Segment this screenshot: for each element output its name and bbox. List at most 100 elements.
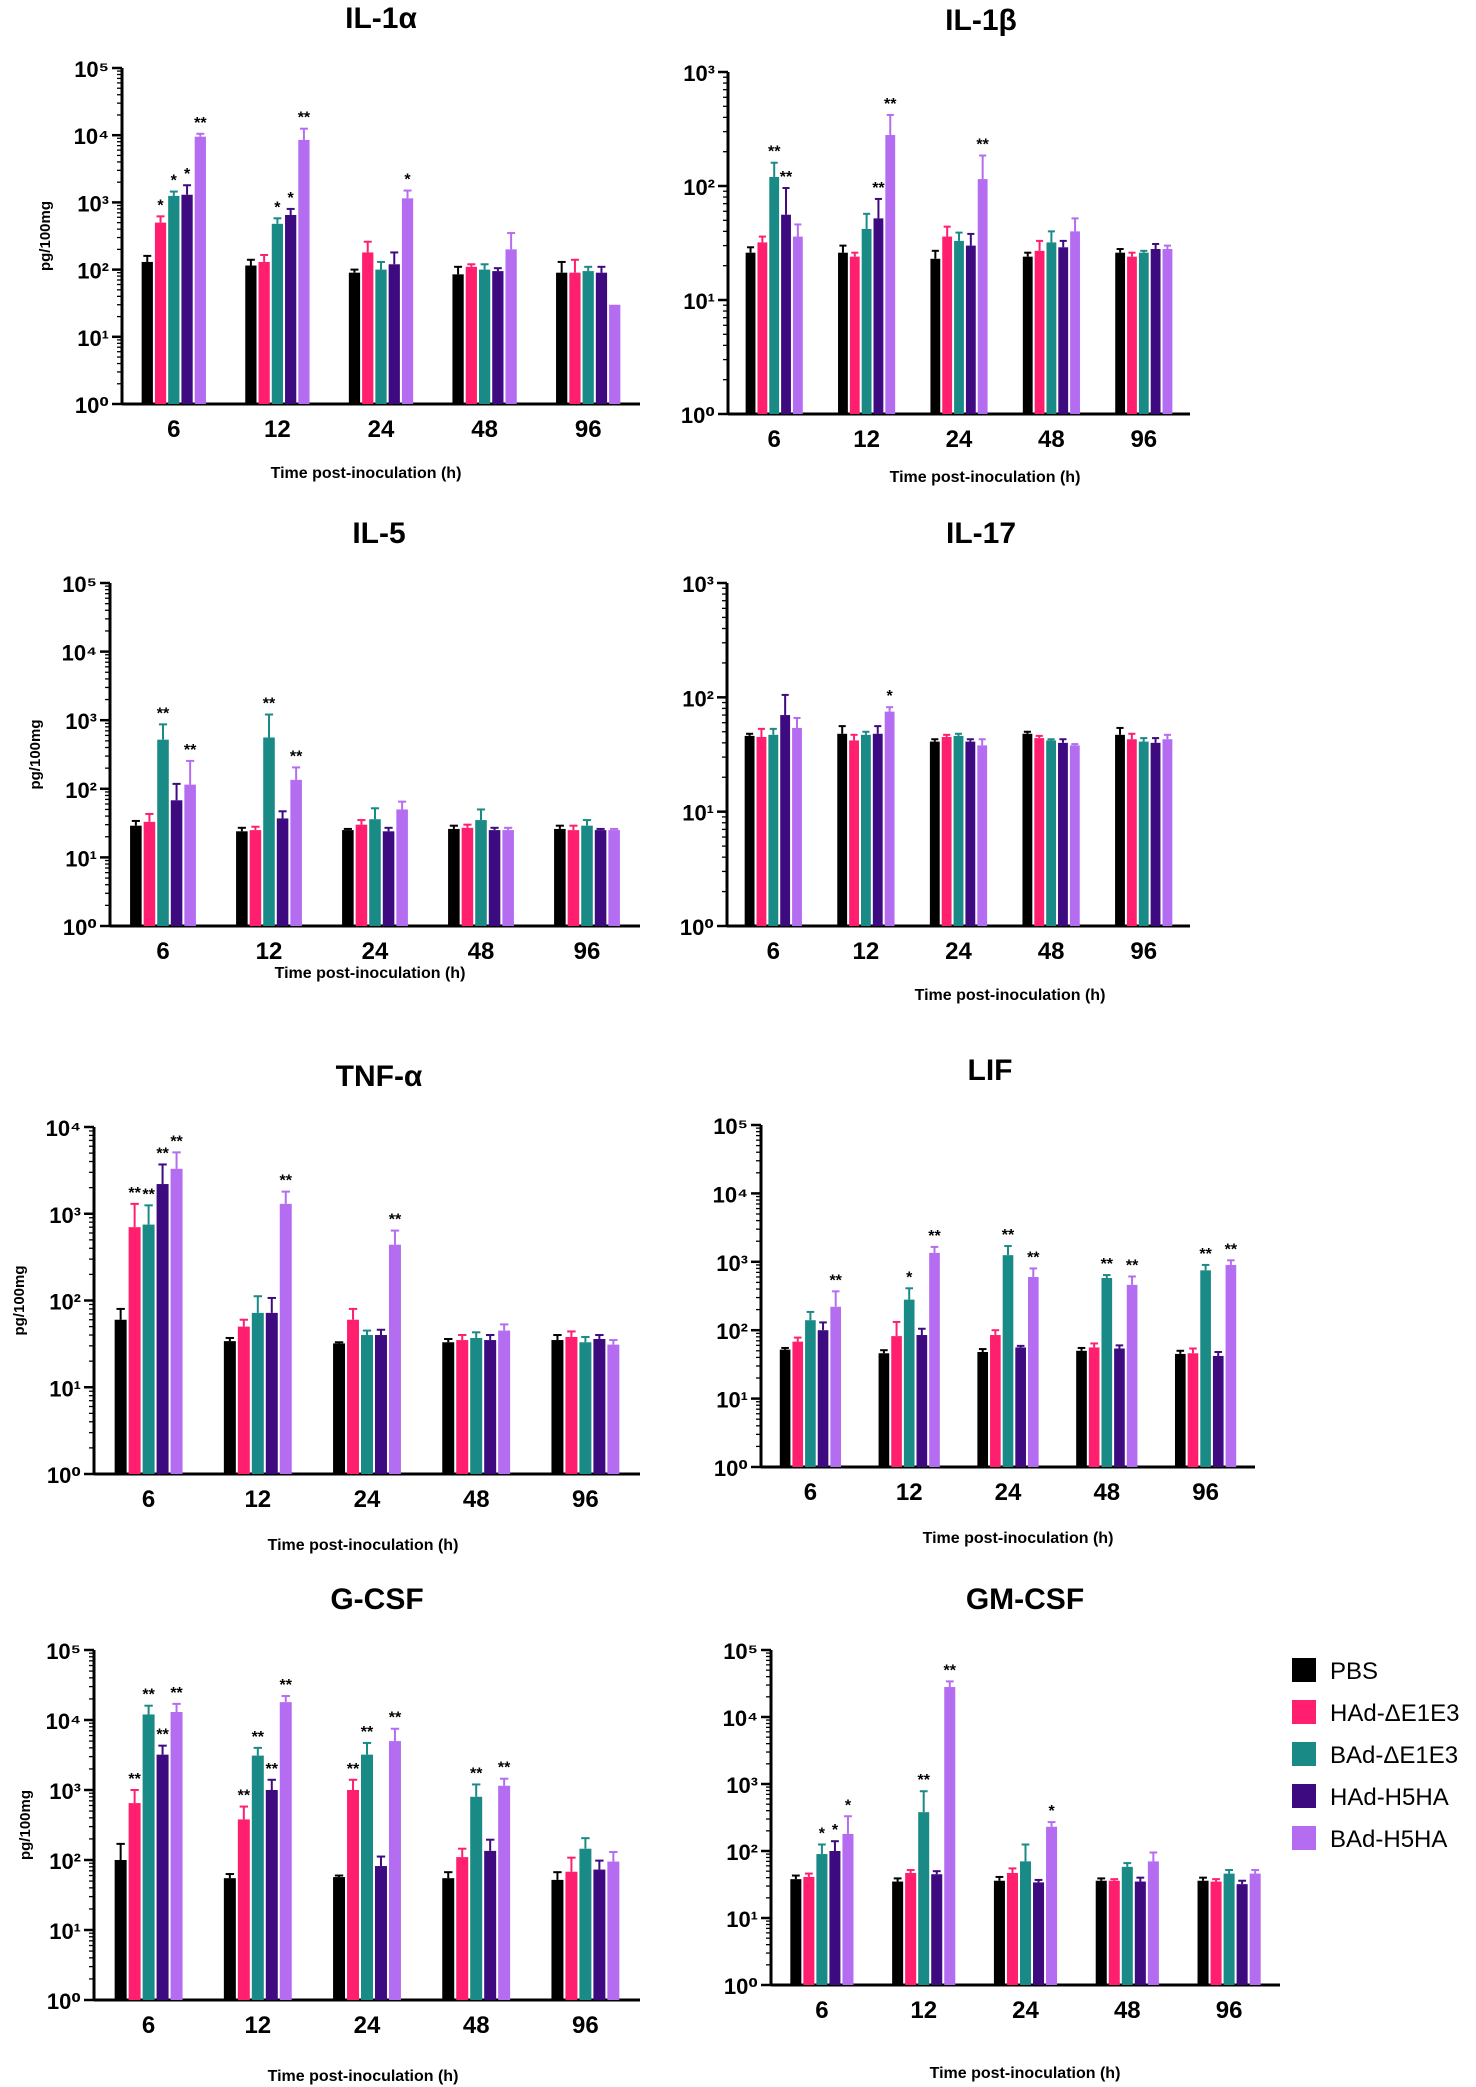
significance-label: **	[498, 1760, 511, 1777]
bar-HAd-H5HA-6	[781, 214, 791, 414]
bar-HAd-ΔE1E3-12	[237, 1326, 250, 1474]
bar-HAd-H5HA-6	[780, 715, 791, 926]
bar-BAd-H5HA-24	[1046, 1826, 1058, 1985]
significance-label: *	[404, 172, 411, 189]
bar-BAd-H5HA-96	[609, 304, 621, 404]
bar-BAd-ΔE1E3-6	[168, 195, 180, 404]
y-axis-label: pg/100mg	[27, 719, 44, 789]
panel-IL-1β: IL-1β 10⁰ 10¹ 10² 10³ 6 12 24 48 96 ** ** ** ** ** Time…	[681, 4, 1190, 486]
bar-BAd-ΔE1E3-24	[361, 1335, 373, 1474]
bar-BAd-ΔE1E3-12	[251, 1312, 264, 1474]
bar-PBS-96	[1197, 1880, 1209, 1985]
bar-HAd-H5HA-48	[484, 1340, 497, 1474]
y-tick-label: 10⁰	[724, 1974, 758, 1999]
bar-HAd-ΔE1E3-12	[249, 830, 262, 926]
bar-BAd-H5HA-48	[505, 249, 517, 404]
y-tick-label: 10³	[49, 1203, 81, 1228]
y-tick-label: 10⁰	[714, 1456, 748, 1481]
bar-BAd-H5HA-12	[290, 779, 302, 926]
bar-HAd-H5HA-24	[382, 831, 395, 926]
bar-HAd-ΔE1E3-12	[237, 1819, 250, 2000]
x-tick-label: 24	[368, 416, 395, 443]
significance-label: **	[1101, 1256, 1114, 1273]
bar-HAd-H5HA-12	[872, 733, 883, 926]
bar-HAd-H5HA-6	[817, 1330, 829, 1467]
x-axis-label: Time post-inoculation (h)	[930, 2065, 1121, 2082]
bar-BAd-ΔE1E3-48	[470, 1337, 483, 1474]
bar-BAd-H5HA-24	[401, 198, 414, 404]
y-tick-label: 10²	[49, 1849, 81, 1874]
bar-HAd-H5HA-96	[1212, 1355, 1224, 1467]
significance-label: *	[274, 199, 281, 216]
y-tick-label: 10⁰	[47, 1463, 81, 1488]
bar-PBS-12	[236, 831, 248, 926]
bar-PBS-24	[333, 1877, 346, 2000]
bar-BAd-ΔE1E3-48	[478, 269, 491, 404]
bar-HAd-H5HA-96	[593, 1338, 606, 1474]
legend-swatch	[1292, 1784, 1316, 1808]
bar-PBS-24	[348, 272, 361, 404]
x-tick-label: 96	[1192, 1479, 1219, 1506]
y-tick-label: 10⁴	[74, 124, 109, 149]
bar-BAd-ΔE1E3-96	[582, 271, 594, 404]
significance-label: *	[886, 688, 893, 705]
significance-label: *	[845, 1797, 852, 1814]
bar-BAd-H5HA-6	[184, 784, 196, 926]
x-tick-label: 6	[768, 426, 781, 453]
bar-PBS-48	[442, 1342, 455, 1474]
bar-BAd-ΔE1E3-6	[142, 1714, 155, 2000]
legend-swatch	[1292, 1658, 1316, 1682]
bar-BAd-ΔE1E3-48	[1046, 242, 1057, 414]
bar-BAd-H5HA-24	[977, 745, 988, 926]
bar-PBS-12	[223, 1878, 236, 2000]
bar-HAd-ΔE1E3-24	[362, 252, 374, 404]
x-tick-label: 96	[1130, 426, 1157, 453]
panel-IL-5: IL-5 10⁰ 10¹ 10² 10³ 10⁴ 10⁵ pg/100mg 6 12 24 48 96 *…	[27, 517, 640, 982]
bar-HAd-ΔE1E3-96	[565, 1871, 578, 2000]
bar-BAd-ΔE1E3-6	[157, 739, 169, 926]
bar-BAd-H5HA-12	[298, 139, 310, 404]
x-tick-label: 24	[1012, 1997, 1039, 2024]
bar-HAd-ΔE1E3-24	[942, 236, 953, 414]
bar-BAd-ΔE1E3-24	[953, 735, 964, 926]
significance-label: **	[252, 1729, 265, 1746]
bar-PBS-12	[223, 1341, 236, 1474]
bar-HAd-H5HA-48	[1134, 1881, 1146, 1985]
legend-swatch	[1292, 1742, 1316, 1766]
x-tick-label: 12	[853, 426, 880, 453]
bar-HAd-H5HA-12	[276, 818, 289, 926]
panel-title: TNF-α	[336, 1060, 423, 1093]
x-tick-label: 96	[572, 2012, 599, 2039]
legend-label: PBS	[1330, 1658, 1378, 1685]
x-tick-label: 48	[1114, 1997, 1141, 2024]
bar-BAd-ΔE1E3-48	[475, 820, 487, 926]
x-tick-label: 12	[853, 938, 880, 965]
significance-label: **	[290, 748, 303, 765]
bar-PBS-96	[1115, 734, 1125, 926]
bar-HAd-ΔE1E3-6	[143, 821, 156, 926]
x-axis-label: Time post-inoculation (h)	[923, 1530, 1114, 1547]
bar-HAd-H5HA-24	[374, 1335, 387, 1474]
significance-label: **	[170, 1133, 183, 1150]
bar-HAd-ΔE1E3-6	[792, 1341, 804, 1467]
y-tick-label: 10²	[726, 1840, 758, 1865]
bar-HAd-ΔE1E3-12	[849, 740, 859, 926]
bar-BAd-ΔE1E3-12	[918, 1812, 930, 1985]
bar-BAd-ΔE1E3-24	[1019, 1861, 1032, 1985]
legend-swatch	[1292, 1826, 1316, 1850]
bar-PBS-6	[790, 1879, 802, 1985]
significance-label: **	[928, 1228, 941, 1245]
panel-IL-1α: IL-1α 10⁰ 10¹ 10² 10³ 10⁴ 10⁵ pg/100mg 6 12 24 48 96…	[37, 2, 640, 482]
bar-HAd-H5HA-96	[594, 830, 607, 926]
significance-label: **	[142, 1687, 155, 1704]
bar-BAd-H5HA-48	[498, 1785, 511, 2000]
bar-BAd-H5HA-96	[607, 1344, 620, 1474]
bar-BAd-ΔE1E3-12	[903, 1299, 915, 1467]
bar-HAd-H5HA-48	[488, 830, 501, 926]
bar-BAd-ΔE1E3-12	[251, 1755, 264, 2000]
y-tick-label: 10³	[77, 191, 109, 216]
significance-label: **	[1225, 1241, 1238, 1258]
significance-label: *	[819, 1826, 826, 1843]
